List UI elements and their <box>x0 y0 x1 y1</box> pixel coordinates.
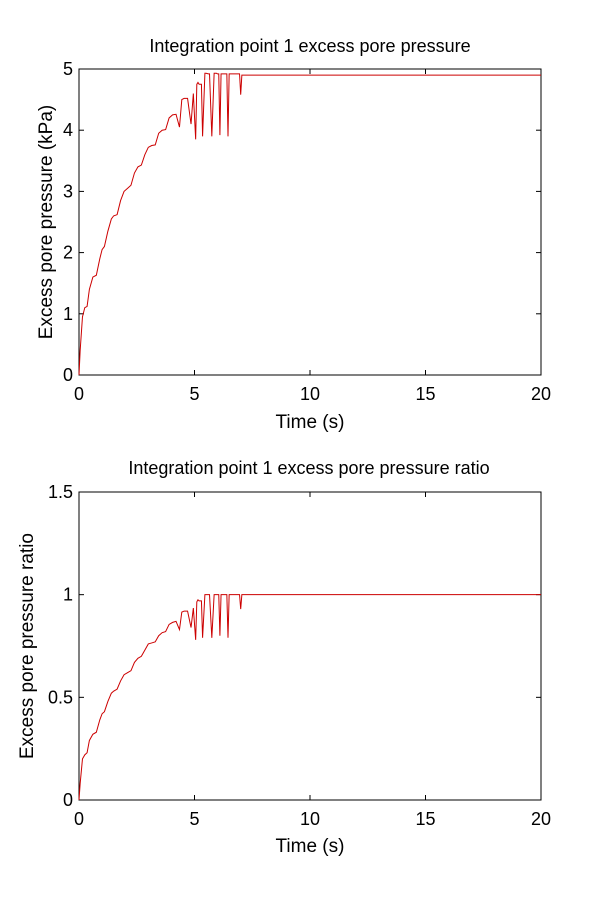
x-tick-label: 15 <box>415 809 435 829</box>
x-tick-label: 10 <box>300 809 320 829</box>
x-axis-label: Time (s) <box>276 412 345 433</box>
y-tick-labels: 0 1 2 3 4 5 <box>63 59 73 385</box>
axis-ticks <box>78 68 542 376</box>
chart-excess-pore-pressure: Integration point 1 excess pore pressure… <box>36 36 551 433</box>
chart-excess-pore-pressure-ratio: Integration point 1 excess pore pressure… <box>17 458 551 857</box>
x-tick-label: 20 <box>531 384 551 404</box>
x-axis-label: Time (s) <box>276 836 345 857</box>
x-tick-labels: 0 5 10 15 20 <box>74 809 551 829</box>
series-line <box>78 594 541 801</box>
y-tick-label: 4 <box>63 120 73 140</box>
chart-title: Integration point 1 excess pore pressure <box>149 36 470 56</box>
x-tick-label: 15 <box>415 384 435 404</box>
y-tick-labels: 0 0.5 1 1.5 <box>48 482 73 810</box>
y-tick-label: 5 <box>63 59 73 79</box>
x-tick-label: 0 <box>74 809 84 829</box>
y-tick-label: 1 <box>63 585 73 605</box>
y-tick-label: 0.5 <box>48 687 73 707</box>
x-tick-label: 5 <box>189 384 199 404</box>
y-axis-label: Excess pore pressure (kPa) <box>36 105 57 339</box>
y-tick-label: 0 <box>63 365 73 385</box>
x-tick-label: 20 <box>531 809 551 829</box>
y-tick-label: 3 <box>63 181 73 201</box>
x-tick-labels: 0 5 10 15 20 <box>74 384 551 404</box>
x-tick-label: 0 <box>74 384 84 404</box>
y-tick-label: 2 <box>63 243 73 263</box>
y-tick-label: 1 <box>63 304 73 324</box>
chart-title: Integration point 1 excess pore pressure… <box>128 458 489 478</box>
series-line <box>78 72 541 376</box>
y-axis-label: Excess pore pressure ratio <box>17 533 38 759</box>
y-tick-label: 0 <box>63 790 73 810</box>
y-tick-label: 1.5 <box>48 482 73 502</box>
x-tick-label: 5 <box>189 809 199 829</box>
x-tick-label: 10 <box>300 384 320 404</box>
